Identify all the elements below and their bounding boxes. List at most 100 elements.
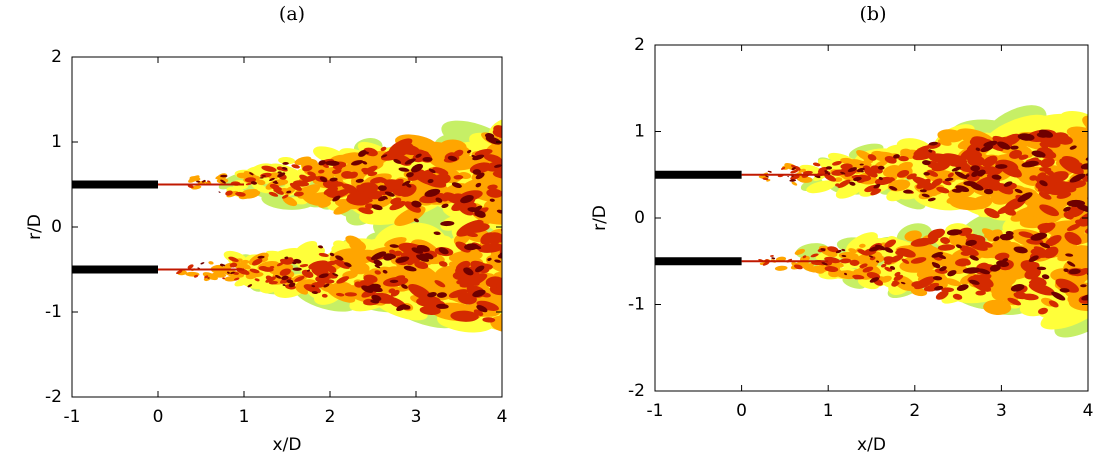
- vortex-blob: [240, 259, 250, 265]
- vortex-blob: [344, 292, 357, 297]
- vortex-blob: [501, 176, 502, 186]
- vortex-blob: [1088, 222, 1096, 238]
- vortex-blob: [768, 170, 772, 173]
- vortex-blob: [894, 271, 901, 277]
- vortex-blob: [506, 126, 523, 135]
- x-tick-label: 4: [497, 407, 508, 427]
- vortex-blob: [1063, 268, 1069, 273]
- flow-field: [72, 116, 528, 333]
- vortex-blob: [393, 183, 405, 190]
- vortex-blob: [995, 164, 1008, 169]
- vortex-blob: [1090, 204, 1096, 214]
- vortex-blob: [355, 178, 364, 183]
- vortex-blob: [345, 285, 375, 303]
- vortex-blob: [889, 254, 904, 263]
- vortex-blob: [256, 179, 266, 186]
- vortex-blob: [404, 201, 421, 213]
- vortex-blob: [986, 167, 1004, 178]
- vortex-blob: [443, 192, 463, 205]
- vortex-blob: [904, 230, 922, 242]
- x-tick-label: 0: [736, 401, 747, 421]
- vortex-blob: [1045, 235, 1062, 247]
- vortex-blob: [824, 266, 839, 273]
- vortex-blob: [440, 220, 455, 227]
- vortex-blob: [931, 161, 951, 172]
- vortex-blob: [318, 245, 324, 249]
- vortex-blob: [952, 293, 963, 300]
- vortex-blob: [188, 175, 200, 183]
- vortex-blob: [793, 264, 803, 270]
- vortex-blob: [291, 164, 300, 169]
- vortex-blob: [1003, 181, 1013, 187]
- vortex-blob: [272, 181, 279, 184]
- vortex-blob: [1088, 239, 1094, 243]
- vortex-blob: [269, 177, 275, 182]
- vortex-blob: [1018, 231, 1034, 238]
- vortex-blob: [474, 210, 486, 218]
- vortex-blob: [922, 181, 934, 189]
- vortex-blob: [1074, 149, 1088, 163]
- vortex-blob: [374, 270, 381, 275]
- vortex-blob: [1017, 192, 1033, 203]
- vortex-blob: [781, 167, 786, 170]
- vortex-blob: [373, 259, 383, 267]
- vortex-blob: [478, 243, 502, 253]
- vortex-blob: [853, 176, 862, 182]
- vortex-blob: [318, 201, 331, 208]
- vortex-blob: [762, 261, 770, 266]
- vortex-blob: [422, 157, 433, 162]
- flow-field: [655, 105, 1096, 338]
- vortex-blob: [993, 236, 1000, 242]
- vortex-blob: [196, 180, 201, 183]
- vortex-blob: [493, 125, 502, 136]
- vortex-blob: [511, 135, 520, 140]
- vortex-blob: [483, 154, 502, 163]
- y-tick-label: 2: [634, 35, 645, 55]
- vortex-blob: [504, 208, 522, 220]
- vortex-blob: [482, 263, 493, 270]
- vortex-blob: [344, 262, 352, 267]
- vortex-blob: [476, 304, 488, 313]
- vortex-blob: [960, 251, 971, 256]
- vortex-blob: [487, 184, 498, 190]
- x-axis-label: x/D: [857, 435, 886, 455]
- x-tick-label: 0: [153, 407, 164, 427]
- vortex-blob: [789, 179, 797, 182]
- vortex-blob: [911, 281, 922, 288]
- vortex-blob: [849, 259, 860, 266]
- vortex-blob: [505, 279, 515, 283]
- vortex-blob: [326, 265, 337, 274]
- vortex-blob: [1002, 258, 1009, 262]
- vortex-blob: [228, 256, 239, 263]
- vortex-blob: [511, 321, 524, 331]
- vortex-blob: [774, 265, 788, 271]
- vortex-blob: [875, 244, 886, 251]
- vortex-blob: [1001, 236, 1008, 241]
- vortex-blob: [1028, 282, 1055, 296]
- vortex-blob: [383, 253, 394, 261]
- vortex-blob: [1039, 242, 1051, 249]
- vortex-blob: [1080, 163, 1088, 170]
- vortex-blob: [293, 191, 304, 197]
- vortex-blob: [1036, 266, 1047, 271]
- x-tick-label: 4: [1083, 401, 1094, 421]
- y-tick-label: 0: [51, 217, 62, 237]
- vortex-blob: [220, 179, 226, 184]
- vortex-blob: [794, 248, 806, 255]
- vortex-blob: [507, 247, 526, 258]
- vortex-blob: [411, 163, 423, 173]
- vortex-blob: [505, 281, 528, 300]
- vortex-blob: [511, 184, 519, 190]
- vortex-blob: [1039, 166, 1052, 172]
- vortex-blob: [200, 262, 205, 265]
- vortex-blob: [956, 284, 969, 291]
- vortex-blob: [937, 244, 956, 251]
- y-tick-label: 1: [51, 132, 62, 152]
- vortex-blob: [1091, 301, 1096, 315]
- vortex-blob: [244, 177, 257, 183]
- vortex-blob: [831, 169, 846, 176]
- vortex-blob: [382, 269, 388, 274]
- vortex-blob: [405, 183, 412, 188]
- vortex-blob: [432, 167, 449, 176]
- vortex-blob: [363, 274, 378, 284]
